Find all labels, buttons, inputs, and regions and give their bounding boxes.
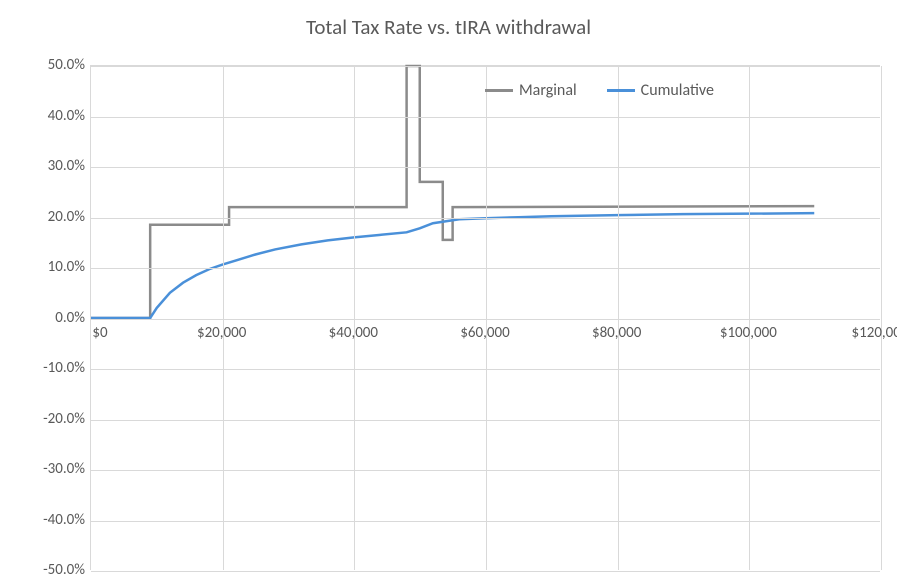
y-axis-label: 0.0% — [15, 309, 85, 327]
x-axis-label: $40,000 — [329, 324, 378, 342]
gridline-h — [91, 571, 880, 572]
x-axis-label: $120,000 — [852, 324, 897, 342]
x-axis-label: $100,000 — [720, 324, 777, 342]
legend-label-marginal: Marginal — [519, 81, 577, 100]
y-axis-label: -30.0% — [15, 460, 85, 478]
y-axis-label: -50.0% — [15, 561, 85, 579]
series-marginal — [91, 66, 814, 318]
plot-area — [90, 65, 880, 570]
y-axis-label: 20.0% — [15, 208, 85, 226]
tax-rate-chart: Total Tax Rate vs. tIRA withdrawal Margi… — [0, 0, 897, 580]
legend-item-cumulative: Cumulative — [607, 81, 714, 100]
legend-item-marginal: Marginal — [485, 81, 577, 100]
x-axis-label: $80,000 — [592, 324, 641, 342]
legend-label-cumulative: Cumulative — [641, 81, 714, 100]
x-axis-label: $20,000 — [197, 324, 246, 342]
y-axis-label: -40.0% — [15, 511, 85, 529]
legend-swatch-marginal — [485, 89, 513, 92]
y-axis-label: 40.0% — [15, 107, 85, 125]
y-axis-label: -20.0% — [15, 410, 85, 428]
y-axis-label: 10.0% — [15, 258, 85, 276]
gridline-v — [618, 66, 619, 570]
gridline-v — [223, 66, 224, 570]
legend-swatch-cumulative — [607, 89, 635, 92]
gridline-v — [486, 66, 487, 570]
gridline-v — [354, 66, 355, 570]
chart-title: Total Tax Rate vs. tIRA withdrawal — [0, 14, 897, 40]
gridline-v — [749, 66, 750, 570]
y-axis-label: 30.0% — [15, 157, 85, 175]
y-axis-label: 50.0% — [15, 56, 85, 74]
legend: Marginal Cumulative — [485, 81, 714, 100]
y-axis-label: -10.0% — [15, 359, 85, 377]
x-axis-label: $0 — [92, 324, 107, 342]
x-axis-label: $60,000 — [460, 324, 509, 342]
gridline-v — [881, 66, 882, 570]
